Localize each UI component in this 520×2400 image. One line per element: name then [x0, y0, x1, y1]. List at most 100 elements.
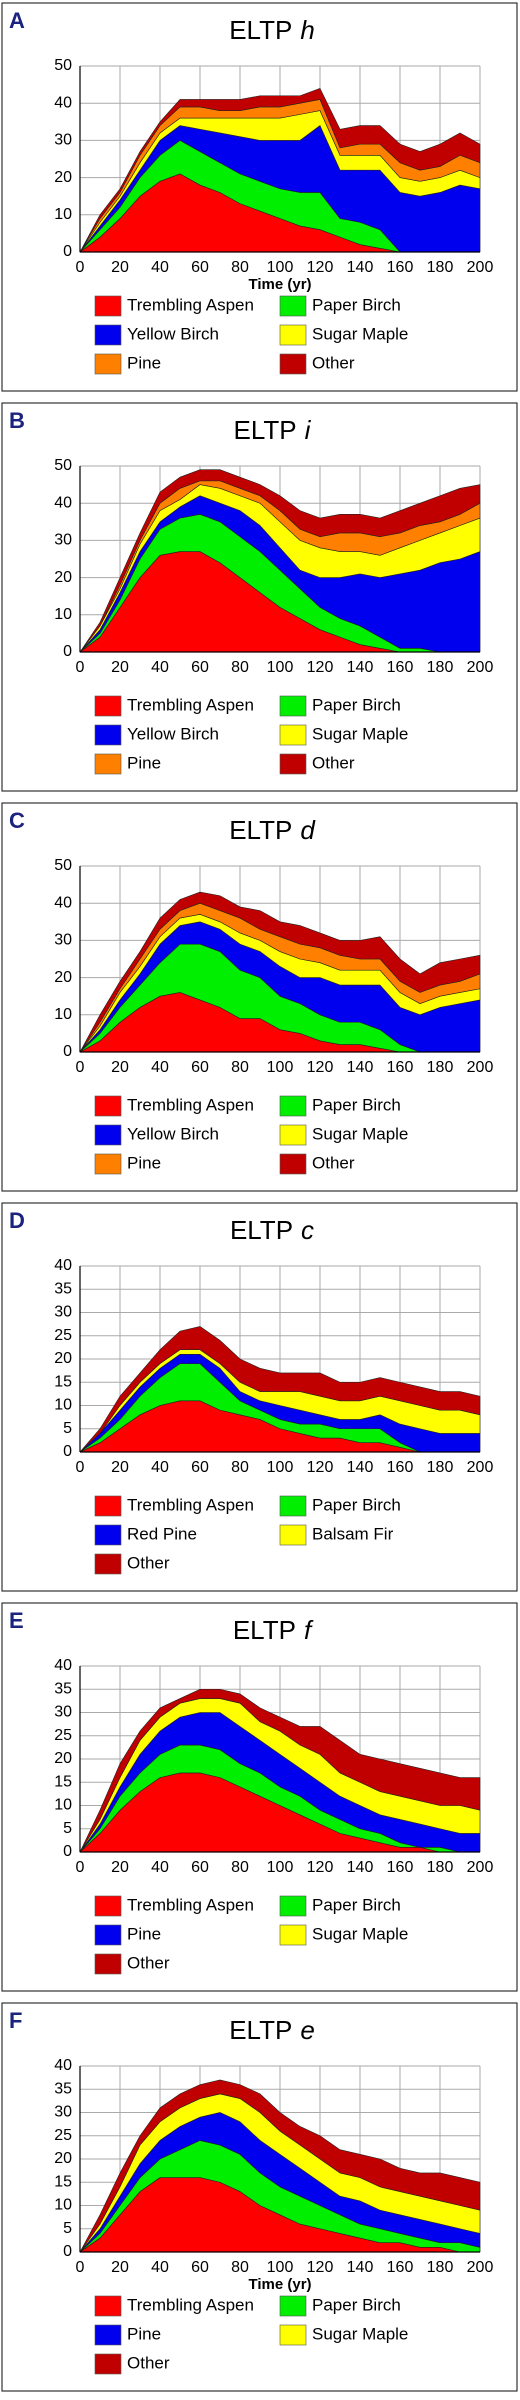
y-tick-label: 0 [63, 643, 72, 660]
x-tick-label: 100 [267, 1059, 294, 1076]
title-italic: i [305, 415, 312, 445]
panel: C ELTP d 0 10 20 30 40 50 0 20 40 60 80 100 120 140 160 18… [1, 802, 518, 1192]
legend-swatch [94, 724, 122, 746]
legend-label: Paper Birch [312, 1095, 401, 1114]
panel-label: D [9, 1208, 25, 1233]
legend-label: Sugar Maple [312, 324, 408, 343]
legend-label: Other [312, 353, 355, 372]
area [79, 891, 481, 1053]
y-tick-label: 0 [63, 243, 72, 260]
x-tick-label: 80 [231, 259, 249, 276]
y-tick-label: 30 [54, 1704, 72, 1721]
x-tick-label: 0 [76, 259, 85, 276]
legend-label: Pine [127, 2324, 161, 2343]
title-text: ELTP [229, 15, 292, 45]
x-tick-label: 20 [111, 2259, 129, 2276]
legend-label: Yellow Birch [127, 724, 219, 743]
x-tick-label: 20 [111, 659, 129, 676]
x-axis-label: Time (yr) [248, 276, 311, 293]
x-tick-label: 140 [347, 1059, 374, 1076]
x-tick-label: 180 [427, 259, 454, 276]
title-italic: c [301, 1215, 314, 1245]
legend-label: Pine [127, 353, 161, 372]
legend-swatch [279, 1095, 307, 1117]
legend-swatch [279, 2324, 307, 2346]
legend-label: Sugar Maple [312, 724, 408, 743]
legend-label: Sugar Maple [312, 1924, 408, 1943]
panel: F ELTP e 0 5 10 15 20 25 30 35 40 0 20 40 60 80 100 120 140… [1, 2002, 518, 2392]
legend-label: Trembling Aspen [127, 2295, 254, 2314]
legend-label: Paper Birch [312, 2295, 401, 2314]
y-tick-label: 40 [54, 1657, 72, 1674]
x-tick-label: 160 [387, 1859, 414, 1876]
legend-label: Red Pine [127, 1524, 197, 1543]
y-tick-label: 20 [54, 969, 72, 986]
y-tick-label: 10 [54, 2197, 72, 2214]
legend-swatch [94, 324, 122, 346]
x-tick-label: 160 [387, 2259, 414, 2276]
legend-swatch [94, 1895, 122, 1917]
legend-swatch [279, 724, 307, 746]
x-tick-label: 200 [467, 2259, 494, 2276]
x-tick-label: 140 [347, 1859, 374, 1876]
legend-label: Yellow Birch [127, 1124, 219, 1143]
x-tick-label: 60 [191, 659, 209, 676]
title-italic: d [300, 815, 316, 845]
x-tick-label: 40 [151, 2259, 169, 2276]
y-tick-label: 5 [63, 1420, 72, 1437]
x-tick-label: 200 [467, 659, 494, 676]
x-tick-label: 40 [151, 259, 169, 276]
x-tick-label: 100 [267, 1859, 294, 1876]
chart-title: ELTP c [230, 1215, 314, 1245]
y-tick-label: 0 [63, 2243, 72, 2260]
legend-swatch [94, 1153, 122, 1175]
legend-label: Paper Birch [312, 295, 401, 314]
y-tick-label: 25 [54, 1327, 72, 1344]
panel-label: B [9, 408, 25, 433]
chart-title: ELTP h [229, 15, 315, 45]
x-tick-label: 120 [307, 259, 334, 276]
y-tick-label: 40 [54, 1257, 72, 1274]
x-tick-label: 100 [267, 1459, 294, 1476]
x-tick-label: 0 [76, 1859, 85, 1876]
x-tick-label: 200 [467, 1459, 494, 1476]
legend-label: Paper Birch [312, 1895, 401, 1914]
chart-title: ELTP f [233, 1615, 314, 1645]
x-axis-label: Time (yr) [248, 2276, 311, 2293]
panel: E ELTP f 0 5 10 15 20 25 30 35 40 0 20 40 60 80 100 120 140… [1, 1602, 518, 1992]
x-tick-label: 100 [267, 2259, 294, 2276]
y-tick-label: 40 [54, 2057, 72, 2074]
legend-swatch [94, 1553, 122, 1575]
legend-swatch [94, 1495, 122, 1517]
legend-label: Pine [127, 753, 161, 772]
x-tick-label: 180 [427, 1459, 454, 1476]
x-tick-label: 80 [231, 1459, 249, 1476]
y-tick-label: 5 [63, 2220, 72, 2237]
title-italic: e [300, 2015, 314, 2045]
y-tick-label: 50 [54, 857, 72, 874]
x-tick-label: 100 [267, 659, 294, 676]
x-tick-label: 80 [231, 2259, 249, 2276]
legend-swatch [279, 295, 307, 317]
x-tick-label: 140 [347, 259, 374, 276]
x-tick-label: 140 [347, 1459, 374, 1476]
y-tick-label: 5 [63, 1820, 72, 1837]
x-tick-label: 120 [307, 1059, 334, 1076]
x-tick-label: 20 [111, 1459, 129, 1476]
legend-label: Paper Birch [312, 1495, 401, 1514]
x-tick-label: 60 [191, 259, 209, 276]
legend-swatch [94, 2324, 122, 2346]
x-tick-label: 200 [467, 259, 494, 276]
legend-swatch [94, 1124, 122, 1146]
legend-swatch [279, 1153, 307, 1175]
x-tick-label: 80 [231, 659, 249, 676]
y-tick-label: 20 [54, 2150, 72, 2167]
x-tick-label: 60 [191, 1459, 209, 1476]
legend-swatch [279, 695, 307, 717]
y-tick-label: 20 [54, 1750, 72, 1767]
x-tick-label: 160 [387, 1059, 414, 1076]
legend-swatch [279, 753, 307, 775]
x-tick-label: 140 [347, 2259, 374, 2276]
panel: B ELTP i 0 10 20 30 40 50 0 20 40 60 80 100 120 140 160 18… [1, 402, 518, 792]
legend-swatch [94, 2295, 122, 2317]
